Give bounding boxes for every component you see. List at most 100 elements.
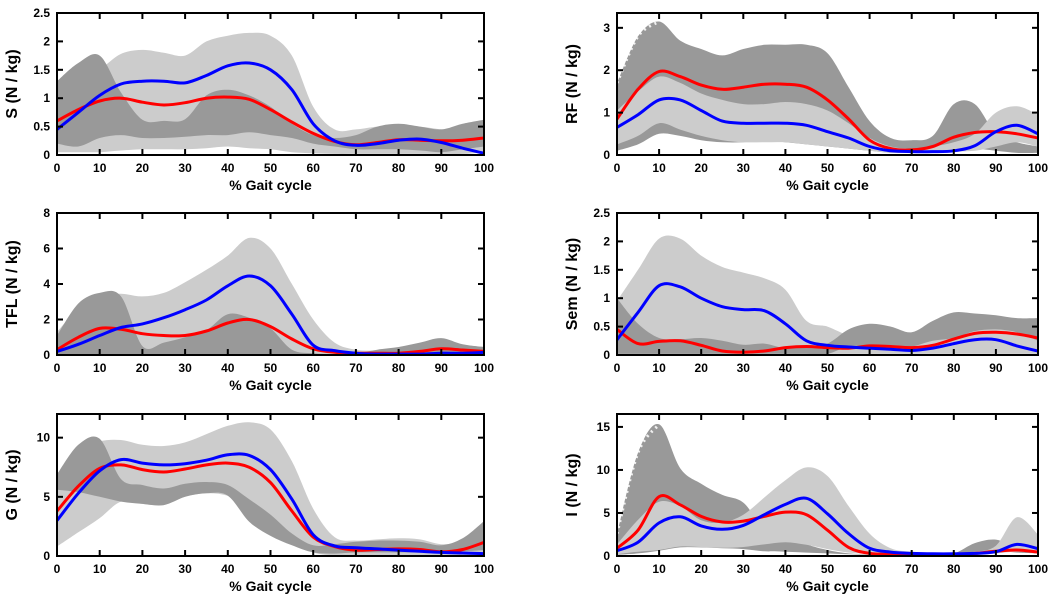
x-tick-label: 70 <box>905 161 919 175</box>
y-axis-title: I (N / kg) <box>564 453 581 516</box>
y-tick-label: 0 <box>603 148 610 162</box>
x-tick-label: 10 <box>652 562 666 576</box>
x-axis-title: % Gait cycle <box>229 177 312 193</box>
y-axis-title: S (N / kg) <box>4 49 21 118</box>
plot-area <box>617 235 1038 355</box>
y-tick-label: 2.5 <box>33 6 50 20</box>
x-tick-label: 80 <box>947 562 961 576</box>
x-axis-title: % Gait cycle <box>786 377 869 393</box>
x-tick-label: 100 <box>1028 562 1048 576</box>
y-tick-label: 4 <box>43 277 50 291</box>
x-tick-label: 90 <box>435 361 449 375</box>
x-tick-label: 20 <box>136 161 150 175</box>
x-tick-label: 50 <box>821 562 835 576</box>
y-tick-label: 5 <box>603 506 610 520</box>
subplot-I: 0 10 20 30 40 50 60 70 80 90 100 0 5 10 15 % Gait cycle… <box>564 413 1048 594</box>
x-tick-label: 0 <box>54 161 61 175</box>
y-tick-label: 6 <box>43 242 50 256</box>
x-tick-label: 0 <box>54 361 61 375</box>
x-tick-label: 80 <box>947 361 961 375</box>
x-tick-label: 40 <box>779 161 793 175</box>
x-tick-label: 100 <box>1028 161 1048 175</box>
x-tick-label: 20 <box>136 361 150 375</box>
x-tick-label: 60 <box>863 161 877 175</box>
x-tick-label: 30 <box>737 562 751 576</box>
y-axis-title: TFL (N / kg) <box>4 240 21 328</box>
x-tick-label: 60 <box>863 361 877 375</box>
x-tick-label: 50 <box>821 361 835 375</box>
red-mean-line <box>617 69 1038 152</box>
y-tick-label: 5 <box>43 490 50 504</box>
x-tick-label: 90 <box>989 161 1003 175</box>
plot-area <box>57 422 484 556</box>
x-tick-label: 70 <box>905 562 919 576</box>
x-tick-label: 10 <box>93 562 107 576</box>
x-tick-label: 50 <box>821 161 835 175</box>
subplot-S: 0 10 20 30 40 50 60 70 80 90 100 0 0.5 1 1.5 2 2.5 % Gait… <box>4 6 494 193</box>
x-tick-label: 70 <box>349 361 363 375</box>
subplot-Sem: 0 10 20 30 40 50 60 70 80 90 100 0 0.5 1 1.5 2 2.5 % Gait… <box>564 206 1048 393</box>
y-tick-label: 0 <box>603 348 610 362</box>
x-tick-label: 50 <box>264 361 278 375</box>
subplot-TFL: 0 10 20 30 40 50 60 70 80 90 100 0 2 4 6 8 % Gait cycle T… <box>4 206 494 393</box>
x-tick-label: 40 <box>779 562 793 576</box>
plot-area <box>617 423 1038 556</box>
y-tick-label: 1 <box>43 91 50 105</box>
x-tick-label: 100 <box>474 361 494 375</box>
x-tick-label: 20 <box>695 562 709 576</box>
x-tick-label: 70 <box>905 361 919 375</box>
blue-mean-line <box>617 282 1038 353</box>
x-tick-label: 60 <box>863 562 877 576</box>
light-gray-band <box>57 237 484 355</box>
y-tick-label: 1.5 <box>593 263 610 277</box>
subplot-RF: 0 10 20 30 40 50 60 70 80 90 100 0 1 2 3 % Gait cycle RF… <box>564 12 1048 193</box>
y-tick-label: 2 <box>603 234 610 248</box>
y-tick-label: 0.5 <box>33 120 50 134</box>
y-tick-label: 0 <box>43 549 50 563</box>
blue-mean-line <box>617 96 1038 154</box>
y-tick-label: 2 <box>603 63 610 77</box>
x-tick-label: 40 <box>221 562 235 576</box>
x-tick-label: 30 <box>178 361 192 375</box>
y-tick-label: 1 <box>603 106 610 120</box>
blue-mean-line <box>617 496 1038 556</box>
x-tick-label: 90 <box>989 361 1003 375</box>
x-tick-label: 10 <box>652 361 666 375</box>
y-tick-label: 0 <box>43 148 50 162</box>
x-tick-label: 60 <box>307 361 321 375</box>
plot-area <box>617 20 1038 154</box>
light-gray-band <box>57 422 484 556</box>
x-tick-label: 10 <box>93 361 107 375</box>
y-tick-label: 10 <box>597 463 611 477</box>
y-tick-label: 2 <box>43 313 50 327</box>
red-mean-line <box>617 327 1038 354</box>
x-tick-label: 90 <box>435 562 449 576</box>
x-tick-label: 30 <box>737 161 751 175</box>
light-gray-band <box>617 76 1038 154</box>
plot-area <box>57 32 484 155</box>
y-tick-label: 8 <box>43 206 50 220</box>
x-axis-title: % Gait cycle <box>229 377 312 393</box>
x-tick-label: 100 <box>1028 361 1048 375</box>
light-gray-band <box>617 235 1038 354</box>
x-axis-title: % Gait cycle <box>786 578 869 594</box>
y-tick-label: 2.5 <box>593 206 610 220</box>
x-tick-label: 20 <box>136 562 150 576</box>
y-tick-label: 0 <box>603 549 610 563</box>
x-axis-title: % Gait cycle <box>229 578 312 594</box>
y-tick-label: 15 <box>597 420 611 434</box>
red-mean-line <box>57 317 484 355</box>
blue-mean-line <box>57 452 484 556</box>
x-tick-label: 40 <box>221 361 235 375</box>
x-tick-label: 70 <box>349 562 363 576</box>
x-axis-title: % Gait cycle <box>786 177 869 193</box>
x-tick-label: 40 <box>779 361 793 375</box>
y-axis-title: G (N / kg) <box>4 449 21 520</box>
y-tick-label: 3 <box>603 21 610 35</box>
subplot-G: 0 10 20 30 40 50 60 70 80 90 100 0 5 10 % Gait cycle G … <box>4 413 494 594</box>
x-tick-label: 50 <box>264 161 278 175</box>
x-tick-label: 30 <box>737 361 751 375</box>
x-tick-label: 30 <box>178 161 192 175</box>
x-tick-label: 70 <box>349 161 363 175</box>
